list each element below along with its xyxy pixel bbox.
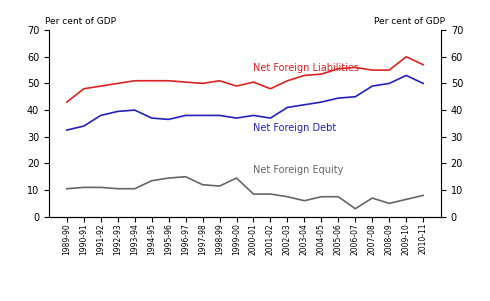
Text: Per cent of GDP: Per cent of GDP [45,17,116,26]
Text: Net Foreign Equity: Net Foreign Equity [253,165,344,175]
Text: Net Foreign Debt: Net Foreign Debt [253,123,337,133]
Text: Net Foreign Liabilities: Net Foreign Liabilities [253,64,360,73]
Text: Per cent of GDP: Per cent of GDP [374,17,445,26]
